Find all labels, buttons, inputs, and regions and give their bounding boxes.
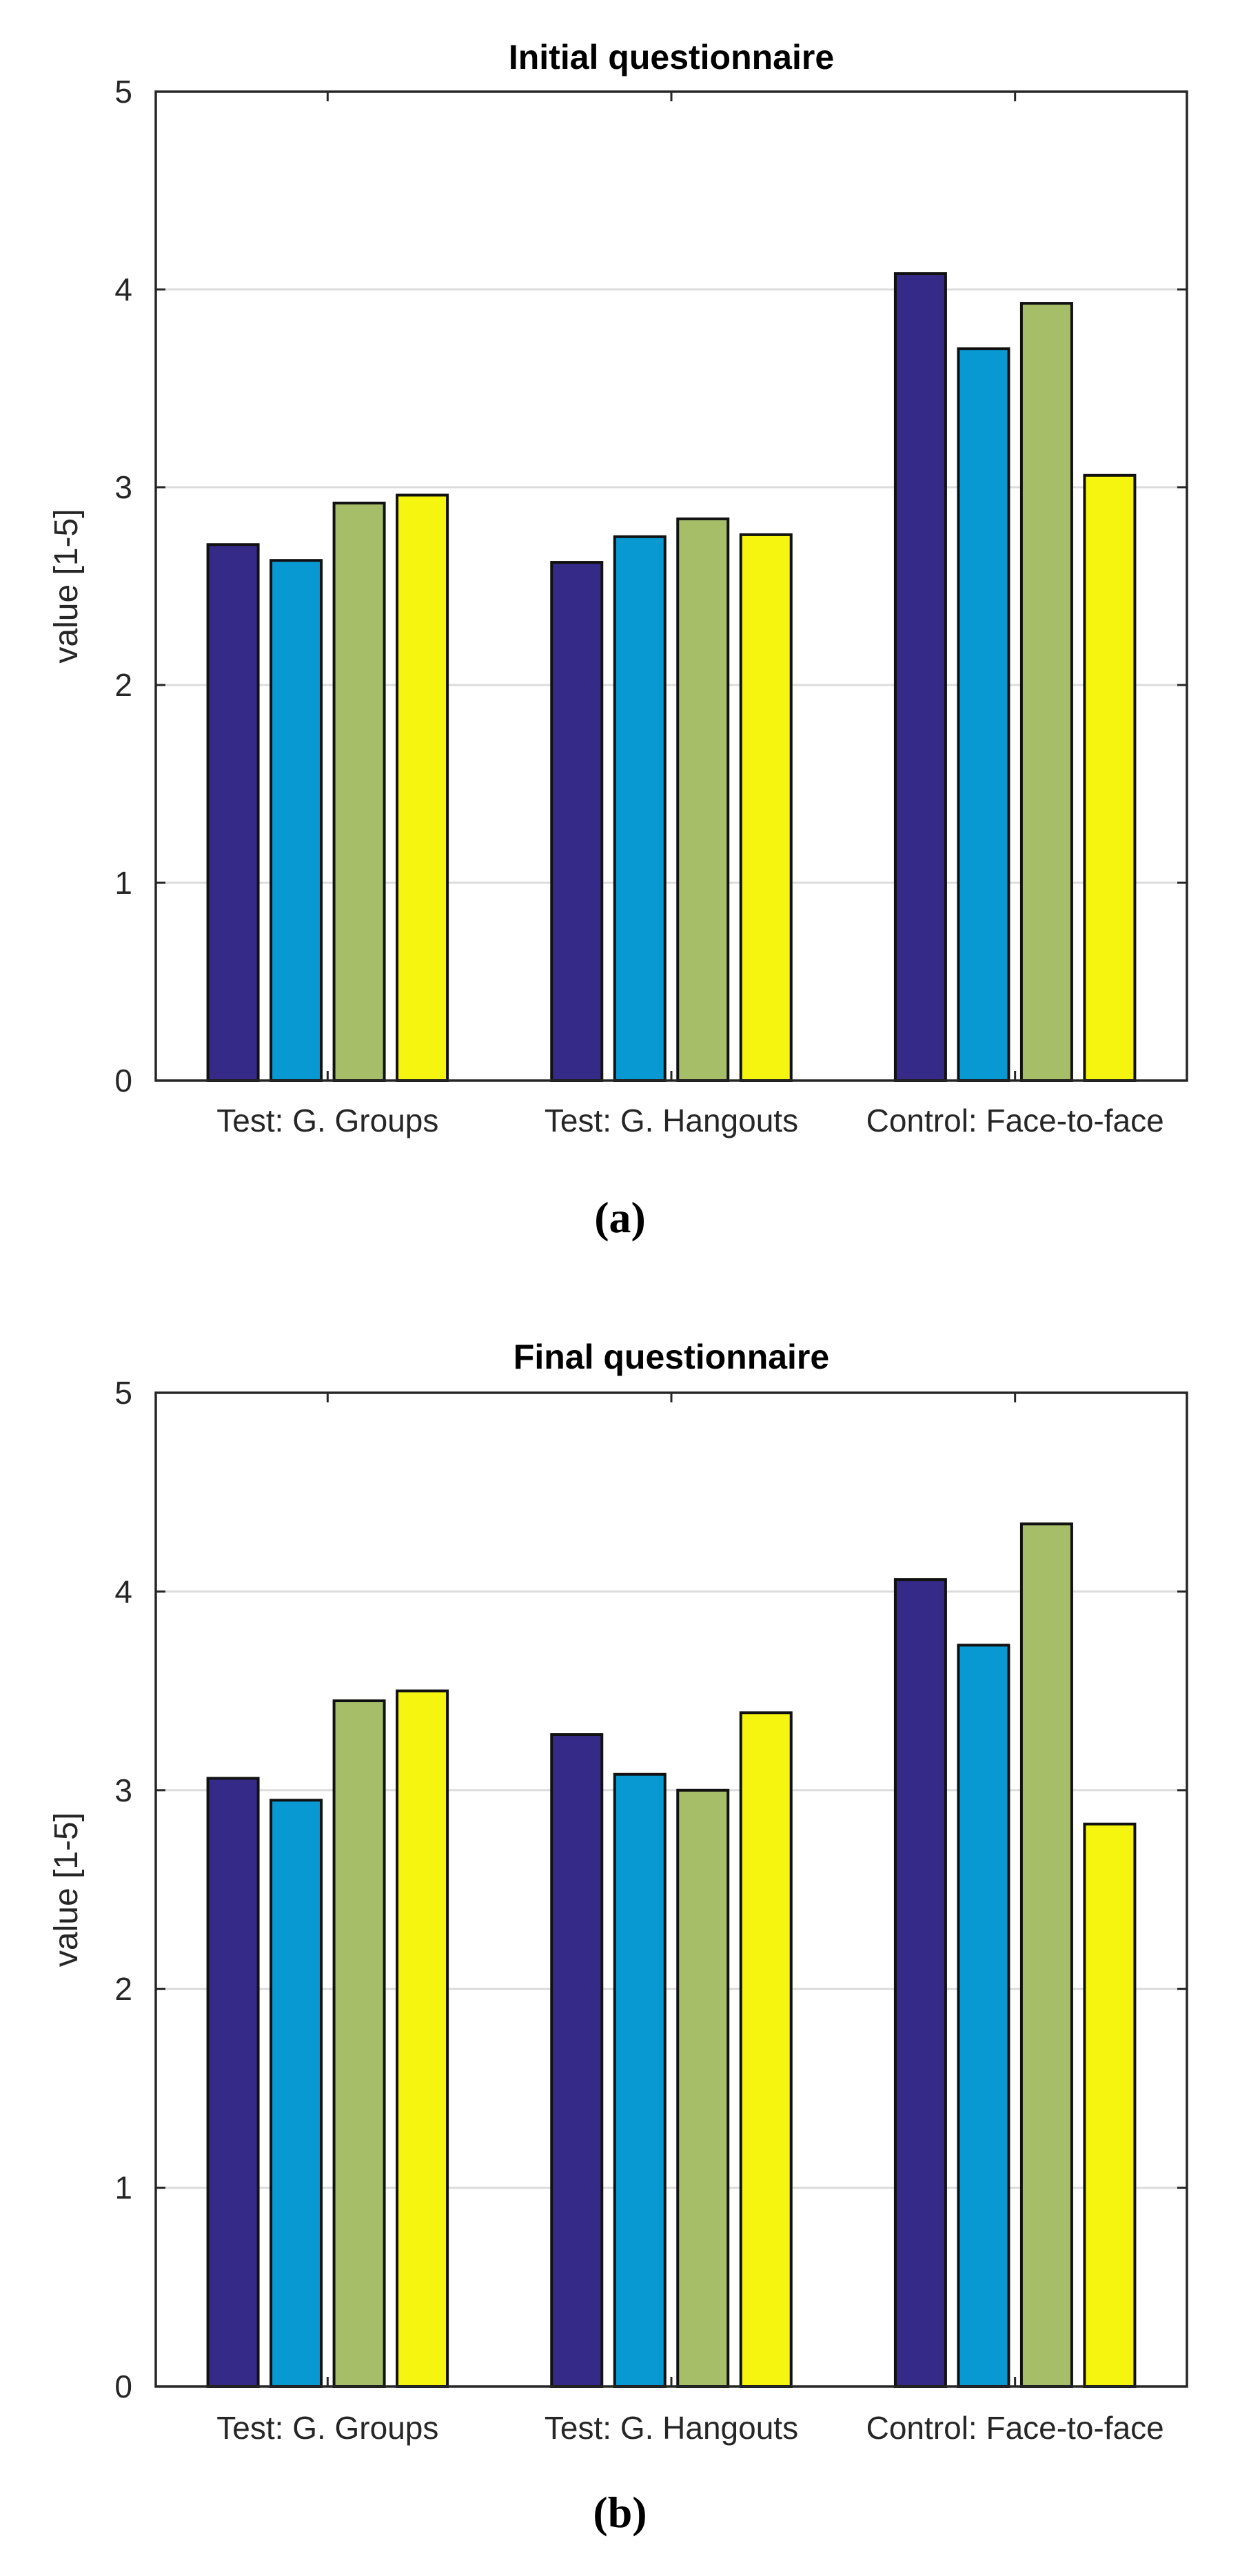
y-tick-label: 1: [114, 2170, 132, 2206]
bar-2: [270, 559, 323, 1082]
bar-3: [332, 501, 386, 1082]
chart-caption: (a): [0, 1192, 1240, 1243]
bar-4: [396, 493, 449, 1082]
bar-4: [739, 533, 793, 1082]
chart-panel-b: 0 1 2 3 4 5 Test: G. Groups Test: G. Hangouts Co…: [0, 1288, 1240, 2576]
chart-title: Initial questionnaire: [509, 38, 834, 76]
bar-4: [1083, 473, 1137, 1082]
bar-chart-final: 0 1 2 3 4 5 Test: G. Groups Test: G. Hangouts Co…: [48, 1338, 1188, 2446]
bar-2: [613, 1772, 667, 2388]
y-axis-label: value [1-5]: [48, 1812, 85, 1967]
y-axis-label: value [1-5]: [48, 509, 85, 663]
y-tick-label: 3: [114, 469, 132, 505]
bar-3: [1019, 302, 1073, 1083]
bar-2: [957, 347, 1010, 1083]
y-tick-label: 4: [114, 1573, 132, 1609]
bar-1: [206, 1777, 260, 2388]
y-tick-label: 0: [114, 1063, 132, 1098]
bar-1: [550, 561, 604, 1082]
bar-4: [1083, 1822, 1137, 2388]
x-tick-label: Test: G. Groups: [216, 1103, 438, 1138]
bar-3: [332, 1699, 386, 2388]
bar-4: [739, 1711, 793, 2388]
bar-2: [270, 1799, 323, 2388]
y-tick-label: 5: [114, 74, 132, 110]
bar-2: [957, 1644, 1010, 2389]
x-tick-label: Control: Face-to-face: [866, 2410, 1164, 2446]
x-tick-label: Test: G. Hangouts: [545, 2410, 798, 2446]
bar-1: [550, 1733, 604, 2388]
bar-4: [396, 1689, 449, 2388]
bar-3: [676, 1788, 730, 2388]
chart-title: Final questionnaire: [514, 1338, 829, 1376]
bar-1: [893, 1578, 947, 2389]
y-tick-label: 0: [114, 2369, 132, 2404]
caption-label: (a): [594, 1193, 646, 1242]
y-tick-label: 2: [114, 1971, 132, 2007]
bar-chart-initial: 0 1 2 3 4 5 Test: G. Groups Test: G. Hangouts Co…: [48, 38, 1188, 1138]
bar-2: [613, 535, 667, 1082]
caption-label: (b): [593, 2488, 647, 2537]
x-tick-label: Control: Face-to-face: [866, 1103, 1164, 1138]
chart-caption: (b): [0, 2487, 1240, 2538]
chart-panel-a: 0 1 2 3 4 5 Test: G. Groups Test: G. Hangouts Co…: [0, 38, 1240, 1243]
x-tick-label: Test: G. Hangouts: [545, 1103, 798, 1138]
x-tick-label: Test: G. Groups: [216, 2410, 438, 2446]
bar-1: [893, 272, 947, 1082]
y-tick-label: 2: [114, 667, 132, 703]
y-tick-label: 5: [114, 1375, 132, 1411]
bar-3: [1019, 1522, 1073, 2388]
y-tick-label: 3: [114, 1772, 132, 1808]
bar-3: [676, 517, 730, 1082]
bar-1: [206, 543, 260, 1082]
y-tick-label: 4: [114, 272, 132, 307]
y-tick-label: 1: [114, 865, 132, 901]
